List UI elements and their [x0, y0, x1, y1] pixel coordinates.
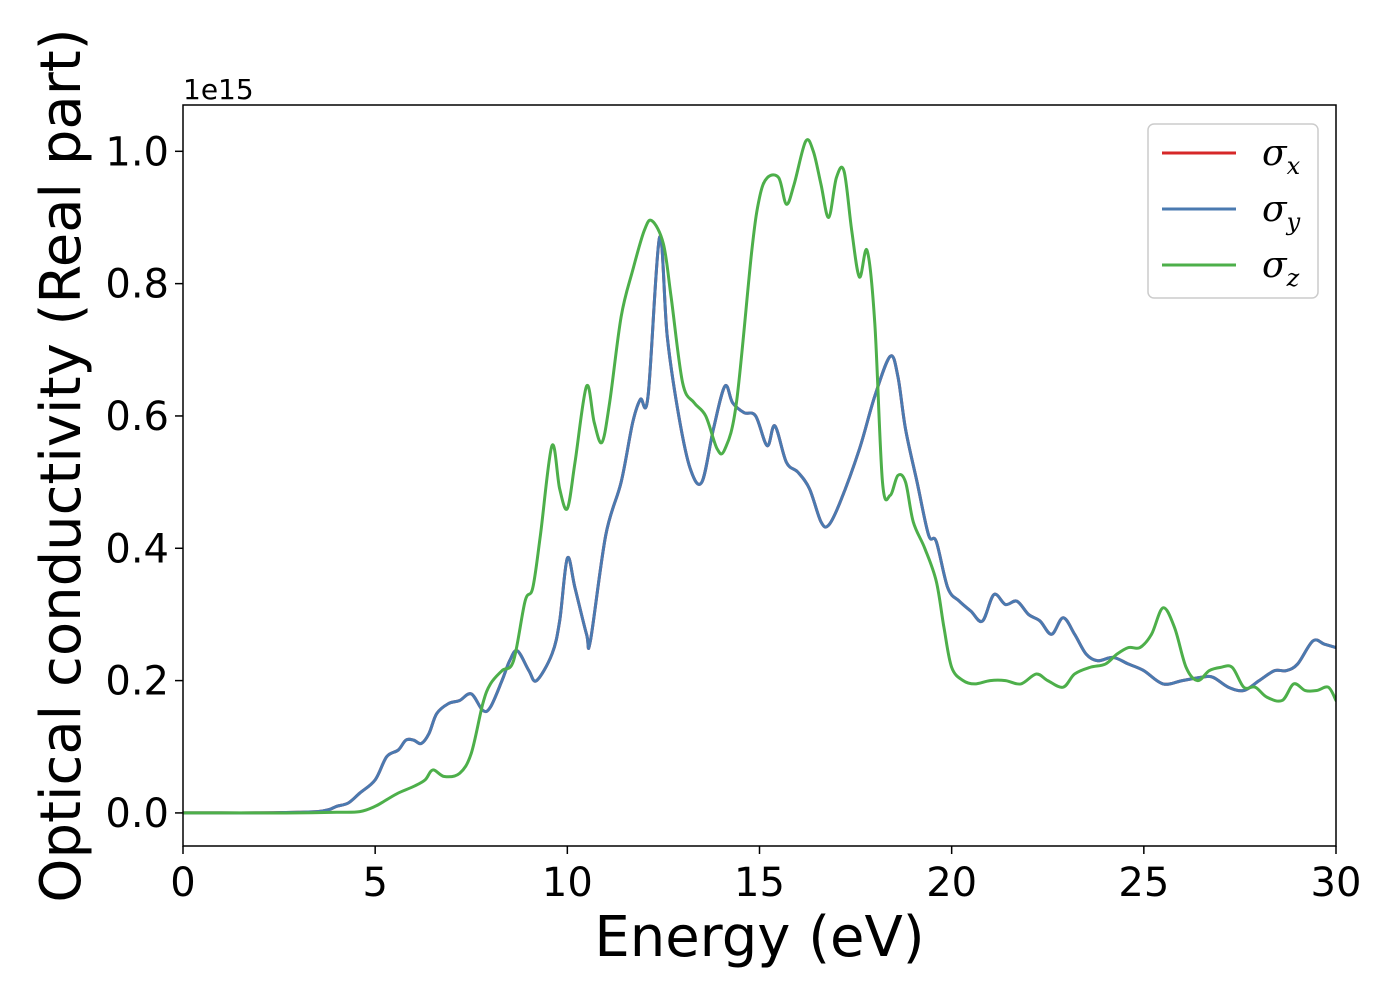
legend-symbol: σ — [1262, 245, 1288, 286]
x-tick-label: 5 — [362, 860, 387, 906]
legend-symbol: σ — [1262, 189, 1288, 230]
x-tick-label: 15 — [734, 860, 785, 906]
x-axis-label: Energy (eV) — [594, 905, 924, 970]
y-axis-ticks: 0.0 0.2 0.4 0.6 0.8 1.0 — [105, 129, 183, 837]
x-tick-label: 0 — [170, 860, 195, 906]
y-tick-label: 1.0 — [105, 129, 169, 175]
legend-label-x: σx — [1262, 133, 1301, 180]
y-axis-label: Optical conductivity (Real part) — [29, 28, 94, 902]
x-tick-label: 20 — [926, 860, 977, 906]
legend-label-z: σz — [1262, 245, 1300, 292]
y-tick-label: 0.6 — [105, 394, 169, 440]
y-tick-label: 0.8 — [105, 262, 169, 308]
x-axis-ticks: 0 5 10 15 20 25 30 — [170, 846, 1361, 906]
legend-box — [1147, 123, 1319, 299]
legend-label-y: σy — [1262, 189, 1301, 236]
y-tick-label: 0.0 — [105, 791, 169, 837]
series-line-z — [183, 138, 1336, 815]
y-offset-text: 1e15 — [183, 73, 254, 106]
y-tick-label: 0.2 — [105, 659, 169, 705]
legend-symbol: σ — [1262, 133, 1288, 174]
series-line-x — [183, 235, 1336, 815]
series-line-y — [183, 235, 1336, 815]
y-tick-label: 0.4 — [105, 526, 169, 572]
x-tick-label: 25 — [1118, 860, 1169, 906]
legend-subscript: y — [1286, 208, 1301, 236]
legend-subscript: x — [1287, 152, 1301, 180]
legend-subscript: z — [1286, 264, 1300, 292]
series-layer — [183, 138, 1336, 815]
x-tick-label: 30 — [1311, 860, 1362, 906]
x-tick-label: 10 — [542, 860, 593, 906]
